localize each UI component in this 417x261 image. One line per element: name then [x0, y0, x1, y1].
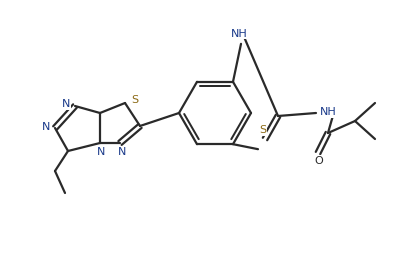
Text: NH: NH — [231, 29, 247, 39]
Text: S: S — [259, 125, 266, 135]
Text: N: N — [118, 147, 126, 157]
Text: N: N — [42, 122, 50, 132]
Text: O: O — [314, 156, 323, 166]
Text: N: N — [62, 99, 70, 109]
Text: N: N — [97, 147, 105, 157]
Text: S: S — [131, 95, 138, 105]
Text: NH: NH — [319, 107, 337, 117]
